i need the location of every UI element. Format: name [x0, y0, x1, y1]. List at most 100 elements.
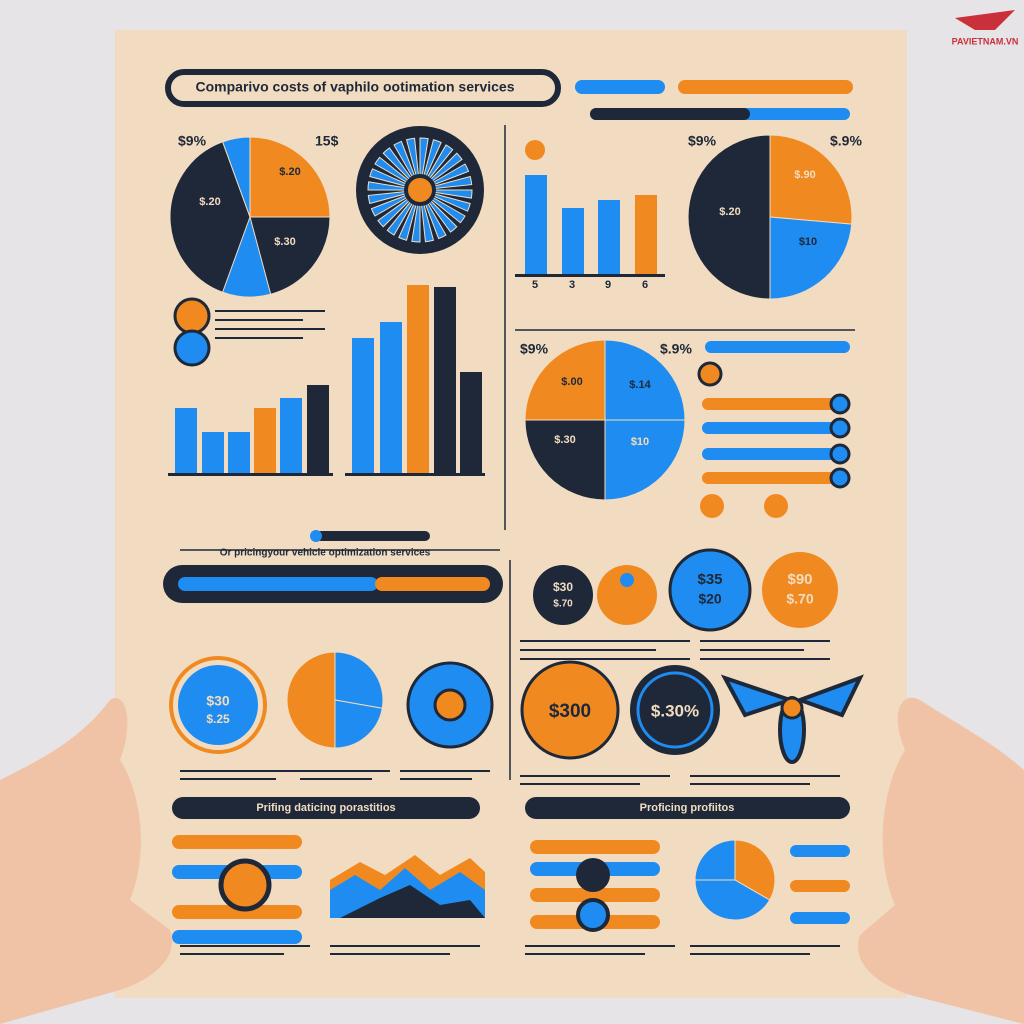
pie-label: $.14	[629, 379, 651, 391]
pie-label: $9%	[178, 133, 207, 149]
text-line	[520, 658, 690, 660]
pill	[702, 398, 840, 410]
axis-label: 9	[605, 279, 611, 291]
pie-label: $.9%	[830, 133, 862, 149]
bar	[635, 195, 657, 275]
text-line	[180, 953, 284, 955]
axis	[345, 473, 485, 476]
pill	[790, 912, 850, 924]
badge	[668, 548, 752, 632]
badge	[576, 858, 610, 892]
bar	[254, 408, 276, 473]
badge-label: $90	[787, 571, 812, 588]
pie-slice	[694, 879, 771, 921]
section-pill	[525, 797, 850, 819]
badge	[218, 858, 272, 912]
marker	[829, 443, 851, 465]
text-line	[690, 945, 840, 947]
marker	[310, 530, 322, 542]
text-line	[400, 778, 472, 780]
wheel-hub	[404, 174, 436, 206]
bar	[562, 208, 584, 275]
header-pill	[678, 80, 853, 94]
pill	[702, 448, 840, 460]
text-line	[300, 770, 390, 772]
text-line	[700, 658, 830, 660]
text-line	[180, 945, 310, 947]
pill	[315, 531, 430, 541]
pie-slice	[604, 419, 686, 501]
axis-label: 5	[532, 279, 538, 291]
text-line	[525, 945, 675, 947]
pill	[790, 880, 850, 892]
text-line	[300, 778, 372, 780]
pie-slice	[221, 136, 251, 218]
marker	[829, 417, 851, 439]
text-line	[520, 783, 640, 785]
bar	[434, 287, 456, 473]
badge-label: $20	[698, 591, 722, 607]
band-pill	[178, 577, 378, 591]
area	[340, 885, 485, 918]
text-line	[330, 953, 450, 955]
decorations	[163, 126, 864, 955]
wing	[720, 674, 864, 718]
pie-label: $.20	[199, 196, 220, 208]
ring	[636, 671, 714, 749]
text-line	[330, 945, 480, 947]
section-title: Prifing daticing porastitios	[256, 802, 395, 814]
title-pill	[165, 69, 561, 107]
pill	[790, 845, 850, 857]
pie-slice	[687, 134, 771, 300]
pill	[172, 930, 302, 944]
marker	[697, 361, 723, 387]
badge-hub	[433, 688, 467, 722]
pie-slice	[221, 215, 272, 298]
badge	[576, 898, 610, 932]
bar	[228, 432, 250, 473]
text-line	[215, 310, 325, 312]
marker	[700, 494, 724, 518]
bar	[280, 398, 302, 473]
text-line	[520, 649, 656, 651]
bar	[460, 372, 482, 473]
bar	[598, 200, 620, 275]
text-line	[700, 640, 830, 642]
pie-slice	[334, 699, 383, 749]
pie-slice	[694, 839, 736, 881]
bar	[380, 322, 402, 473]
axis-label: 3	[569, 279, 575, 291]
header-pill	[575, 80, 665, 94]
text-line	[700, 649, 804, 651]
pie-slice	[249, 136, 331, 218]
marker	[620, 573, 634, 587]
marker	[764, 494, 788, 518]
marker	[829, 393, 851, 415]
pill	[530, 888, 660, 902]
bar	[307, 385, 329, 473]
badge	[178, 665, 258, 745]
badge-label: $35	[697, 571, 722, 588]
pie-label: $.20	[719, 206, 740, 218]
text-line	[215, 328, 325, 330]
watermark: PAVIETNAM.VN	[952, 36, 1019, 46]
pie-slice	[169, 141, 251, 297]
bug-head	[780, 696, 804, 720]
text-line	[180, 770, 300, 772]
left-hand	[0, 698, 172, 1024]
badge-label: $.30%	[651, 701, 699, 720]
pie-label: 15$	[315, 133, 339, 149]
subtitle: Or pricingyour vehicle optimization serv…	[220, 548, 431, 559]
bar	[175, 408, 197, 473]
badge-label: $.25	[206, 712, 230, 726]
pie-label: $.9%	[660, 341, 692, 357]
text-line	[520, 775, 670, 777]
pie-label: $10	[631, 436, 649, 448]
text-line	[215, 337, 303, 339]
axis	[168, 473, 333, 476]
pie-slice	[604, 339, 686, 421]
marker	[173, 297, 211, 335]
band-pill	[375, 577, 490, 591]
text-line	[690, 775, 840, 777]
